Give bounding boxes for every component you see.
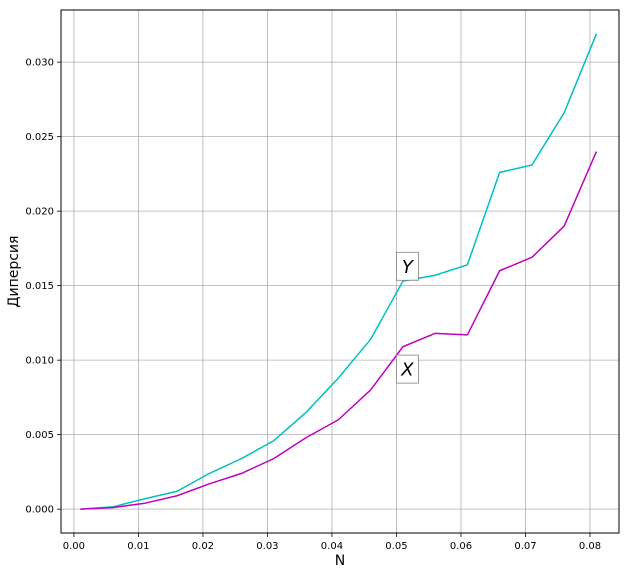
x-tick-label: 0.04	[321, 541, 343, 552]
x-tick-label: 0.00	[63, 541, 85, 552]
x-axis-label: N	[335, 553, 345, 569]
x-tick-label: 0.07	[514, 541, 536, 552]
y-axis-label: Диперсия	[6, 236, 22, 308]
plot-frame	[60, 9, 620, 534]
x-tick-label: 0.05	[385, 541, 407, 552]
y-tick-label: 0.020	[25, 207, 54, 218]
y-tick-label: 0.010	[25, 356, 54, 367]
x-axis: 0.00 0.01 0.02 0.03 0.04 0.05 0.06 0.07 0.08	[63, 533, 601, 552]
series-line-x	[80, 151, 598, 510]
annotation-box	[396, 354, 419, 384]
series-layer	[80, 33, 598, 510]
grid	[61, 10, 619, 533]
x-tick-label: 0.06	[450, 541, 472, 552]
annotation-box	[396, 251, 419, 281]
y-tick-label: 0.000	[25, 505, 54, 516]
x-tick-label: 0.01	[127, 541, 149, 552]
y-tick-label: 0.030	[25, 58, 54, 69]
y-tick-label: 0.025	[25, 132, 54, 143]
x-tick-label: 0.02	[192, 541, 214, 552]
x-tick-label: 0.08	[579, 541, 601, 552]
y-tick-label: 0.015	[25, 281, 54, 292]
annotation-label-x: X	[400, 360, 414, 381]
annotations: YX	[396, 251, 419, 384]
x-tick-label: 0.03	[256, 541, 278, 552]
series-line-y	[80, 33, 598, 510]
annotation-label-y: Y	[402, 257, 415, 278]
y-axis: 0.000 0.005 0.010 0.015 0.020 0.025 0.030	[25, 58, 61, 516]
y-tick-label: 0.005	[25, 430, 54, 441]
